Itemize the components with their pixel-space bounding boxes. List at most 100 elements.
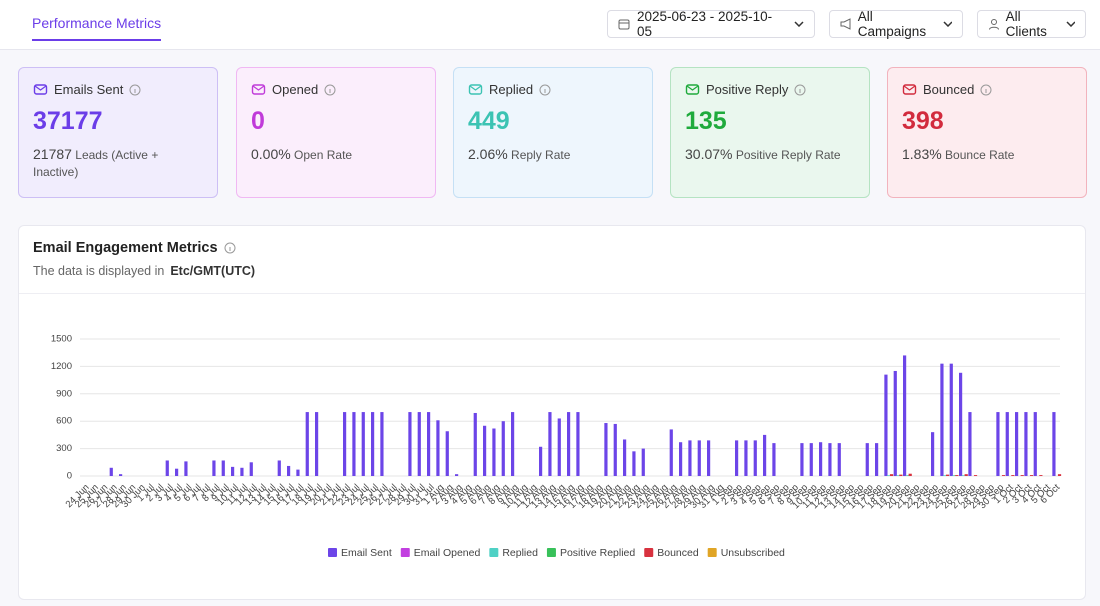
bar [315, 412, 319, 476]
bar [343, 412, 347, 476]
campaign-label: All Campaigns [857, 9, 927, 39]
bar [361, 412, 365, 476]
bar [109, 467, 113, 476]
bar [287, 465, 291, 476]
card-value: 0 [251, 107, 265, 135]
bar [908, 473, 912, 476]
info-icon[interactable] [129, 84, 141, 96]
legend-label: Positive Replied [560, 547, 635, 559]
info-icon[interactable] [224, 242, 236, 254]
bar [959, 372, 963, 476]
date-range: 2025-06-23 - 2025-10-05 [637, 9, 773, 39]
card-detail: 0.00% Open Rate [251, 146, 421, 164]
y-tick-label: 1500 [51, 334, 72, 345]
bar [641, 448, 645, 476]
card-detail: 30.07% Positive Reply Rate [685, 146, 855, 164]
bar [1039, 475, 1043, 476]
bar [455, 474, 459, 476]
card-icon [468, 84, 483, 95]
bar [753, 440, 757, 476]
bar [501, 421, 505, 476]
bar [249, 462, 253, 476]
bar [973, 475, 978, 476]
info-icon[interactable] [539, 84, 551, 96]
bar [1033, 412, 1037, 476]
bar [961, 475, 965, 476]
info-icon[interactable] [794, 84, 806, 96]
bar [296, 469, 300, 476]
bar [119, 474, 123, 476]
campaign-filter[interactable]: All Campaigns [829, 9, 963, 39]
stat-card: Positive Reply 135 30.07% Positive Reply R… [670, 67, 870, 198]
card-detail: 1.83% Bounce Rate [902, 146, 1072, 164]
bar [483, 425, 487, 476]
card-header: Positive Reply [685, 82, 855, 97]
bar [305, 412, 309, 476]
bar [623, 439, 627, 476]
bar [380, 412, 384, 476]
bar [417, 412, 421, 476]
bar [949, 363, 953, 476]
bar [408, 412, 412, 476]
card-label: Positive Reply [706, 82, 789, 97]
card-detail: 2.06% Reply Rate [468, 146, 638, 164]
legend-label: Replied [502, 547, 538, 559]
card-header: Opened [251, 82, 421, 97]
subtitle-text: The data is displayed in [33, 264, 165, 278]
client-filter[interactable]: All Clients [977, 9, 1086, 39]
bar [809, 443, 813, 476]
detail-label: Reply Rate [511, 148, 571, 162]
bar [221, 460, 225, 476]
bar [931, 432, 935, 476]
detail-value: 0.00% [251, 146, 291, 162]
detail-label: Leads (Active + Inactive) [33, 148, 159, 179]
bar [968, 412, 972, 476]
y-tick-label: 0 [67, 471, 72, 482]
card-icon [902, 84, 917, 95]
detail-value: 30.07% [685, 146, 733, 162]
y-tick-label: 1200 [51, 361, 72, 372]
bar [896, 475, 900, 476]
bar [492, 428, 496, 476]
bar [184, 461, 188, 476]
card-header: Replied [468, 82, 638, 97]
card-icon [685, 84, 700, 95]
bar [865, 443, 869, 476]
bar [940, 363, 944, 476]
bar [1011, 475, 1015, 476]
card-label: Opened [272, 82, 319, 97]
bar [1024, 412, 1028, 476]
calendar-icon [618, 19, 630, 30]
bar [735, 440, 739, 476]
legend-swatch [328, 548, 337, 557]
legend-label: Email Sent [341, 547, 392, 559]
chart-header: Email Engagement Metrics [33, 240, 236, 256]
bar [899, 474, 903, 476]
bar [240, 467, 244, 476]
bar [231, 466, 235, 476]
legend-swatch [400, 548, 410, 557]
bar [557, 418, 561, 476]
bar [707, 440, 711, 476]
card-header: Bounced [902, 82, 1072, 97]
megaphone-icon [840, 18, 851, 30]
bar [800, 443, 804, 476]
bar [1029, 475, 1034, 476]
bar [955, 475, 959, 476]
card-icon [251, 84, 266, 95]
card-value: 449 [468, 107, 510, 135]
info-icon[interactable] [324, 84, 336, 96]
stat-card: Replied 449 2.06% Reply Rate [453, 67, 653, 198]
tab[interactable]: Performance Metrics [32, 15, 162, 41]
info-icon[interactable] [980, 84, 992, 96]
legend-label: Email Opened [414, 547, 481, 559]
bar [1052, 412, 1056, 476]
chart-subtitle: The data is displayed in Etc/GMT(UTC) [33, 264, 255, 278]
bar [277, 460, 281, 476]
y-tick-label: 300 [56, 443, 72, 454]
bar [352, 412, 356, 476]
date-picker[interactable]: 2025-06-23 - 2025-10-05 [607, 9, 815, 39]
card-value: 135 [685, 107, 727, 135]
chevron [794, 21, 804, 27]
bar [436, 420, 440, 476]
